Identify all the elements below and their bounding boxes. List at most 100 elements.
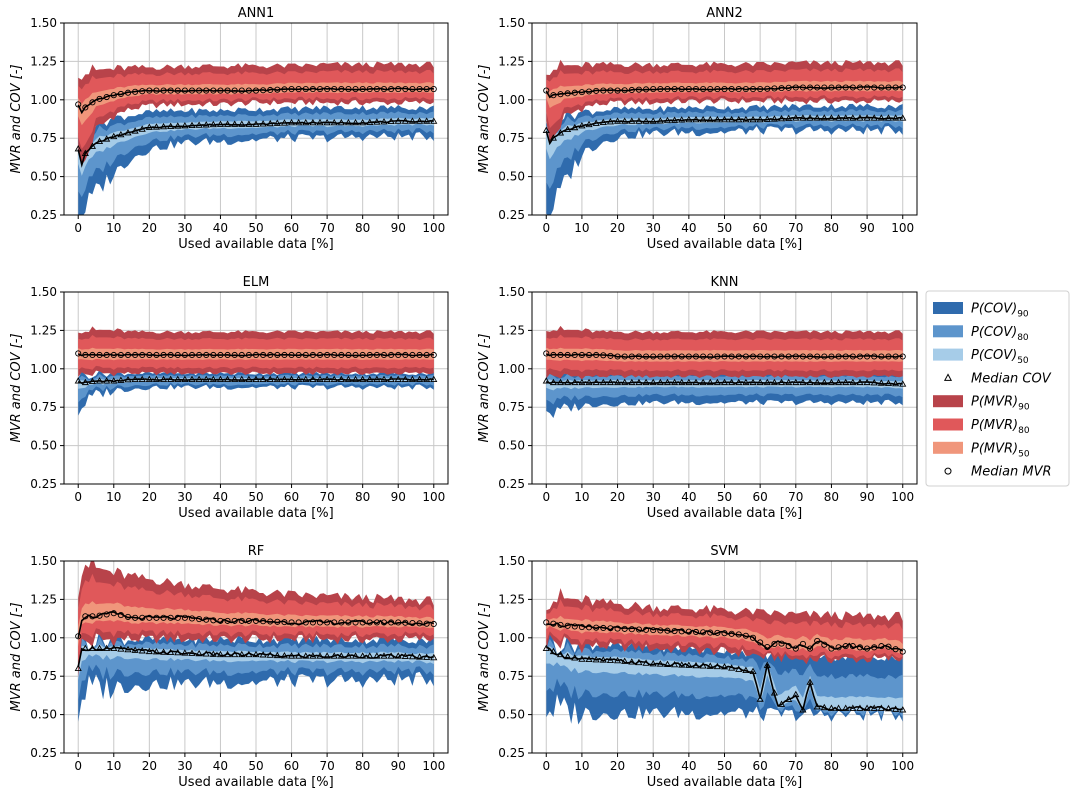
y-axis-label: MVR and COV [-]	[9, 333, 24, 442]
legend-label: P(MVR)80	[971, 418, 1030, 436]
median-mvr-point	[828, 84, 835, 91]
x-tick-label: 0	[74, 490, 82, 504]
median-cov-point	[138, 647, 146, 654]
median-mvr-point	[267, 618, 274, 625]
median-mvr-point	[174, 614, 181, 621]
median-mvr-markers	[543, 619, 906, 655]
median-mvr-point	[643, 86, 650, 93]
median-mvr-point	[557, 621, 564, 628]
median-cov-point	[656, 660, 664, 667]
median-cov-point	[728, 378, 736, 386]
median-mvr-point	[814, 84, 821, 91]
y-tick-label: 0.75	[30, 131, 57, 145]
median-cov-point	[806, 678, 814, 685]
median-mvr-point	[302, 351, 309, 359]
legend-item-mvr90: P(MVR)90	[933, 395, 1030, 413]
x-tick-label: 60	[753, 759, 768, 773]
legend-item-medcov: Median COV	[943, 371, 1052, 386]
median-mvr-point	[366, 351, 373, 359]
x-tick-label: 80	[824, 490, 839, 504]
legend-label-subscript: 90	[1017, 310, 1029, 320]
median-cov-point	[195, 649, 203, 657]
median-cov-point	[564, 125, 572, 133]
panel-title: ANN1	[238, 6, 275, 21]
median-mvr-point	[75, 101, 82, 108]
median-cov-point	[323, 118, 331, 126]
median-mvr-point	[635, 626, 642, 633]
median-mvr-point	[430, 620, 437, 628]
median-cov-point	[777, 114, 786, 122]
median-mvr-point	[409, 85, 416, 93]
median-mvr-point	[771, 640, 778, 647]
median-mvr-point	[607, 352, 614, 359]
x-tick-label: 30	[177, 490, 192, 504]
median-mvr-point	[402, 351, 409, 359]
x-tick-label: 10	[106, 221, 121, 235]
median-mvr-point	[281, 86, 288, 93]
median-cov-point	[380, 652, 388, 659]
median-mvr-point	[892, 646, 899, 653]
median-cov-point	[88, 644, 97, 652]
median-cov-point	[259, 651, 267, 658]
x-tick-label: 10	[574, 490, 589, 504]
x-tick-label: 60	[753, 490, 768, 504]
cov80-band	[78, 111, 434, 198]
y-tick-label: 0.50	[30, 708, 57, 722]
panel-elm: 0 10 20 30 40 50 60 70 80 90 100 0.25 0.50 0.75 1.00 1.…	[9, 275, 449, 521]
median-cov-point	[266, 375, 274, 383]
median-cov-point	[877, 379, 885, 386]
median-cov-point	[273, 375, 281, 383]
legend-swatch	[933, 302, 963, 314]
y-tick-label: 1.00	[30, 93, 57, 107]
median-mvr-point	[430, 85, 437, 93]
legend-label-subscript: 50	[1018, 449, 1030, 459]
median-cov-point	[351, 652, 360, 659]
median-cov-point	[423, 117, 431, 124]
median-cov-point	[344, 375, 353, 383]
median-cov-point	[387, 375, 395, 383]
median-cov-point	[280, 375, 289, 383]
median-cov-point	[556, 650, 565, 658]
median-cov-point	[599, 118, 607, 125]
median-mvr-point	[600, 87, 607, 94]
x-tick-label: 60	[284, 490, 299, 504]
median-cov-point	[877, 114, 885, 121]
median-cov-point	[792, 378, 800, 386]
median-cov-point	[856, 704, 864, 711]
median-mvr-point	[650, 85, 657, 93]
median-mvr-point	[252, 87, 260, 94]
median-cov-point	[167, 648, 175, 655]
median-mvr-point	[89, 351, 96, 359]
panel-title: ANN2	[706, 6, 743, 21]
median-mvr-point	[799, 640, 806, 647]
median-mvr-point	[885, 84, 892, 91]
median-mvr-point	[103, 93, 110, 101]
y-tick-label: 0.25	[498, 208, 525, 222]
y-tick-label: 0.25	[498, 746, 525, 760]
median-mvr-point	[771, 85, 778, 92]
median-mvr-point	[302, 619, 309, 626]
median-mvr-point	[664, 353, 671, 360]
median-cov-point	[628, 378, 636, 386]
median-cov-point	[856, 114, 864, 121]
median-cov-point	[238, 650, 246, 658]
median-cov-point	[159, 648, 168, 655]
median-mvr-point	[96, 95, 103, 102]
median-cov-point	[849, 114, 857, 121]
median-cov-point	[649, 659, 657, 667]
median-cov-point	[542, 377, 550, 384]
median-mvr-point	[749, 634, 757, 641]
median-mvr-point	[856, 84, 864, 91]
median-cov-point	[870, 114, 878, 121]
median-cov-point	[117, 130, 125, 138]
median-cov-point	[613, 378, 622, 386]
median-mvr-point	[550, 92, 557, 99]
median-cov-point	[642, 659, 650, 666]
median-mvr-point	[742, 85, 749, 93]
median-cov-point	[316, 118, 324, 126]
median-cov-point	[678, 116, 686, 123]
median-mvr-point	[814, 353, 821, 360]
median-mvr-point	[316, 351, 324, 359]
median-mvr-point	[188, 351, 196, 359]
median-mvr-point	[181, 87, 188, 94]
